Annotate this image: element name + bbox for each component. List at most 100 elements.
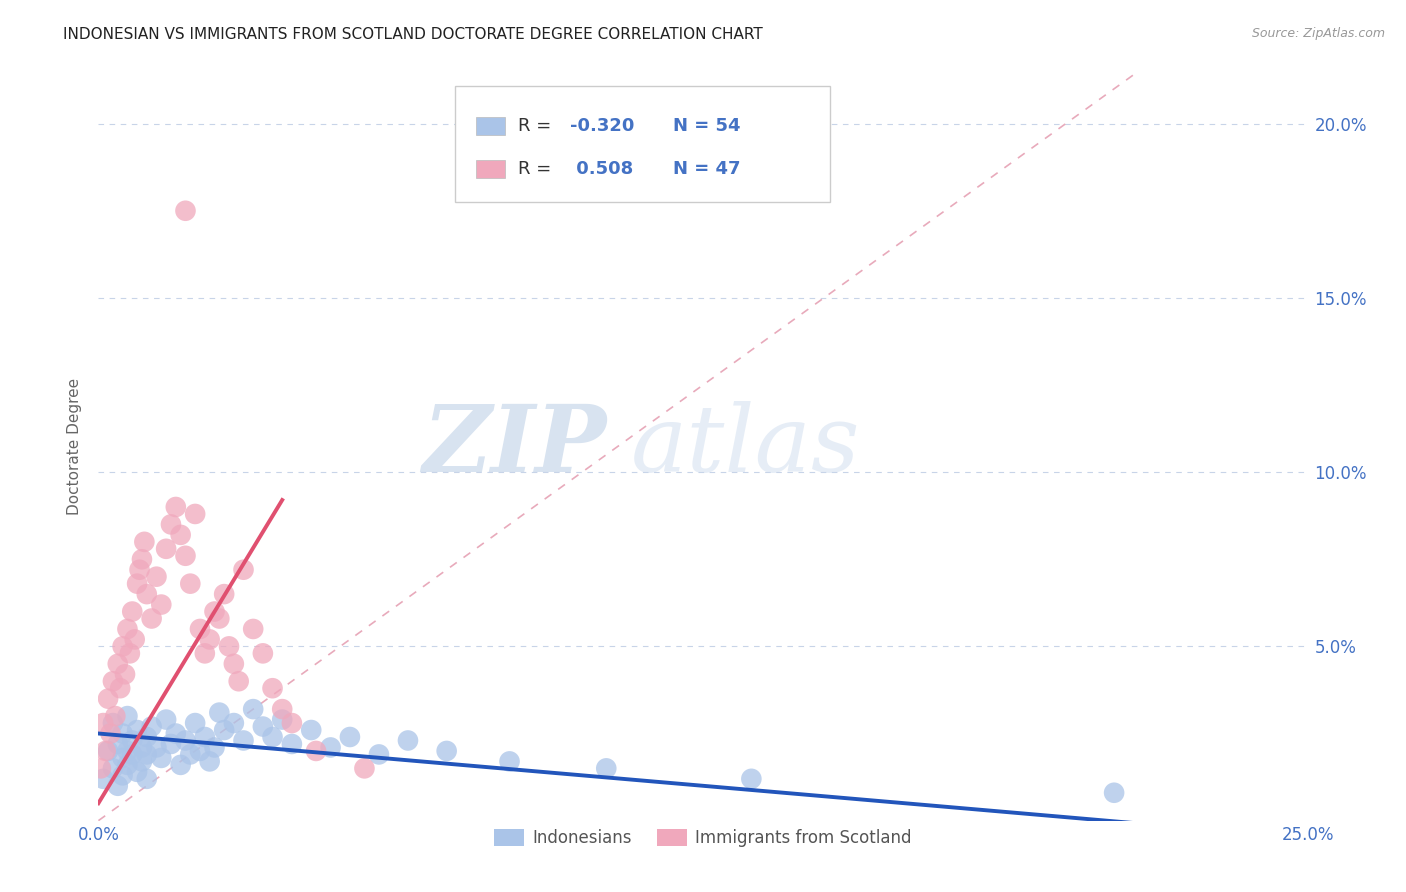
Point <box>232 563 254 577</box>
Point <box>396 733 419 747</box>
Point <box>160 517 183 532</box>
Point <box>108 681 131 696</box>
Point <box>194 646 217 660</box>
Text: R =: R = <box>517 160 562 178</box>
Point <box>104 709 127 723</box>
Text: N = 47: N = 47 <box>673 160 741 178</box>
Point <box>101 716 124 731</box>
Point <box>262 681 284 696</box>
FancyBboxPatch shape <box>456 87 830 202</box>
Point <box>184 716 207 731</box>
Text: Source: ZipAtlas.com: Source: ZipAtlas.com <box>1251 27 1385 40</box>
Point <box>242 622 264 636</box>
Point <box>127 764 149 779</box>
Point <box>160 737 183 751</box>
Point <box>174 733 197 747</box>
Point <box>305 744 328 758</box>
Point <box>208 706 231 720</box>
Point <box>281 737 304 751</box>
Point <box>127 723 149 737</box>
Point <box>155 713 177 727</box>
Point <box>134 534 156 549</box>
Point <box>107 737 129 751</box>
Point <box>107 779 129 793</box>
Point <box>111 726 134 740</box>
Point <box>111 751 134 765</box>
Point <box>111 640 134 654</box>
Point <box>101 761 124 775</box>
Text: ZIP: ZIP <box>422 401 606 491</box>
Point <box>145 740 167 755</box>
Point <box>131 552 153 566</box>
Point <box>218 640 240 654</box>
Point <box>100 726 122 740</box>
Point <box>145 570 167 584</box>
Point <box>135 772 157 786</box>
Point <box>97 691 120 706</box>
Point <box>165 726 187 740</box>
Point <box>121 733 143 747</box>
Point <box>281 716 304 731</box>
Point <box>114 667 136 681</box>
Point <box>107 657 129 671</box>
Y-axis label: Doctorate Degree: Doctorate Degree <box>67 377 83 515</box>
Point <box>271 702 294 716</box>
Point <box>319 740 342 755</box>
Point <box>124 632 146 647</box>
Point <box>90 761 112 775</box>
Point <box>174 549 197 563</box>
Point <box>198 632 221 647</box>
Point <box>252 646 274 660</box>
Point <box>131 740 153 755</box>
Point <box>222 657 245 671</box>
Point <box>174 203 197 218</box>
Point <box>128 563 150 577</box>
Point <box>118 646 141 660</box>
Point <box>436 744 458 758</box>
Point <box>117 744 139 758</box>
Point <box>222 716 245 731</box>
Point <box>101 674 124 689</box>
Point <box>208 611 231 625</box>
Point <box>141 720 163 734</box>
Point <box>498 755 520 769</box>
Point <box>595 761 617 775</box>
Point <box>179 747 201 762</box>
Point <box>135 587 157 601</box>
Point <box>111 768 134 782</box>
Point <box>204 605 226 619</box>
FancyBboxPatch shape <box>475 117 505 135</box>
Point <box>135 730 157 744</box>
Point <box>228 674 250 689</box>
Point <box>121 747 143 762</box>
Text: INDONESIAN VS IMMIGRANTS FROM SCOTLAND DOCTORATE DEGREE CORRELATION CHART: INDONESIAN VS IMMIGRANTS FROM SCOTLAND D… <box>63 27 763 42</box>
Point <box>91 716 114 731</box>
Text: atlas: atlas <box>630 401 860 491</box>
Point <box>117 622 139 636</box>
Point <box>242 702 264 716</box>
Point <box>97 744 120 758</box>
Point <box>150 751 173 765</box>
Point <box>194 730 217 744</box>
Point <box>1102 786 1125 800</box>
Point <box>299 723 322 737</box>
Text: -0.320: -0.320 <box>569 117 634 135</box>
Point <box>165 500 187 514</box>
Point <box>339 730 361 744</box>
Point <box>169 528 191 542</box>
Point <box>212 587 235 601</box>
Point <box>150 598 173 612</box>
Point <box>169 757 191 772</box>
Point <box>188 622 211 636</box>
Point <box>368 747 391 762</box>
Point <box>117 709 139 723</box>
Text: R =: R = <box>517 117 557 135</box>
Point <box>198 755 221 769</box>
Point <box>121 605 143 619</box>
Point <box>127 576 149 591</box>
Point <box>353 761 375 775</box>
FancyBboxPatch shape <box>475 160 505 178</box>
Point <box>262 730 284 744</box>
Point <box>204 740 226 755</box>
Point <box>131 755 153 769</box>
